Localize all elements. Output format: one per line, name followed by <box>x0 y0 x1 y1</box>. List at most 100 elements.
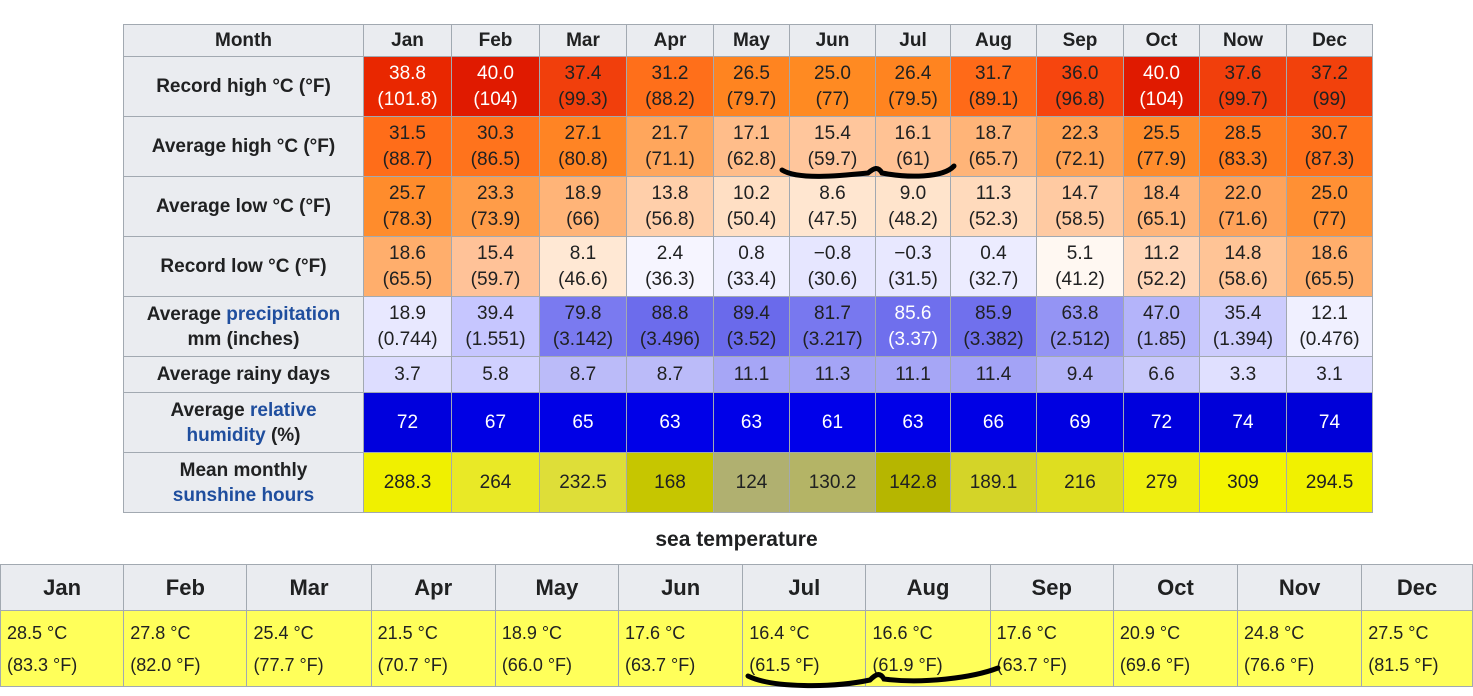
cell-value-celsius: 39.4 <box>477 302 514 324</box>
cell-value-celsius: 124 <box>735 471 768 493</box>
cell-value-fahrenheit: (33.4) <box>726 268 777 290</box>
month-col-header: Jun <box>789 24 876 57</box>
cell-value-fahrenheit: (59.7) <box>807 148 858 170</box>
cell-value-celsius: 189.1 <box>969 471 1018 493</box>
sea-value-cell: 27.8 °C (82.0 °F) <box>123 610 248 687</box>
cell-value-celsius: 8.7 <box>656 363 684 385</box>
cell-value-celsius: 15.4 <box>814 122 851 144</box>
climate-cell: 11.3 (52.3) <box>950 176 1037 237</box>
cell-value-fahrenheit: (65.1) <box>1136 208 1187 230</box>
climate-cell: 168 <box>626 452 714 513</box>
sea-value-fahrenheit: (61.5 °F) <box>749 654 820 675</box>
climate-cell: 8.7 <box>539 356 627 393</box>
row-label-link[interactable]: humidity <box>186 424 266 446</box>
cell-value-fahrenheit: (1.394) <box>1212 328 1274 350</box>
sea-value-cell: 16.4 °C (61.5 °F) <box>742 610 867 687</box>
cell-value-fahrenheit: (88.7) <box>382 148 433 170</box>
row-label-link[interactable]: precipitation <box>226 303 341 325</box>
climate-cell: 40.0 (104) <box>451 56 540 117</box>
cell-value-celsius: 65 <box>572 411 594 433</box>
sea-value-fahrenheit: (81.5 °F) <box>1368 654 1439 675</box>
climate-cell: 5.1 (41.2) <box>1036 236 1124 297</box>
climate-cell: −0.8 (30.6) <box>789 236 876 297</box>
sea-value-celsius: 27.5 °C <box>1368 622 1429 643</box>
row-label: Record low °C (°F) <box>123 236 364 297</box>
climate-cell: 279 <box>1123 452 1200 513</box>
climate-cell: 22.0 (71.6) <box>1199 176 1287 237</box>
row-label-link[interactable]: relative <box>250 399 317 421</box>
cell-value-celsius: 13.8 <box>651 182 689 204</box>
climate-cell: 30.7 (87.3) <box>1286 116 1373 177</box>
sea-value-celsius: 16.6 °C <box>872 622 933 643</box>
cell-value-fahrenheit: (0.476) <box>1299 328 1360 350</box>
cell-value-celsius: 232.5 <box>559 471 607 493</box>
climate-cell: 0.8 (33.4) <box>713 236 790 297</box>
cell-value-fahrenheit: (3.382) <box>963 328 1024 350</box>
sea-value-cell: 17.6 °C (63.7 °F) <box>989 610 1114 687</box>
cell-value-fahrenheit: (80.8) <box>558 148 608 170</box>
climate-cell: 35.4 (1.394) <box>1199 296 1287 357</box>
month-col-header: Apr <box>626 24 714 57</box>
cell-value-fahrenheit: (56.8) <box>645 208 695 230</box>
cell-value-fahrenheit: (50.4) <box>726 208 777 230</box>
cell-value-celsius: 279 <box>1145 471 1178 493</box>
sea-temperature-table: Jan Feb Mar Apr May Jun Jul Aug Sep Oct Nov Dec 28.… <box>0 564 1473 687</box>
climate-table: Month Jan Feb Mar Apr May Jun Jul Aug Se… <box>123 24 1373 513</box>
cell-value-celsius: 74 <box>1318 411 1341 433</box>
cell-value-celsius: 23.3 <box>477 182 514 204</box>
cell-value-celsius: 25.0 <box>814 62 851 84</box>
climate-cell: 37.6 (99.7) <box>1199 56 1287 117</box>
sea-value-celsius: 25.4 °C <box>253 622 314 643</box>
climate-cell: 5.8 <box>451 356 540 393</box>
month-col-header: Aug <box>950 24 1037 57</box>
climate-cell: 14.8 (58.6) <box>1199 236 1287 297</box>
climate-cell: 74 <box>1199 392 1287 453</box>
row-label-link[interactable]: sunshine hours <box>172 484 315 506</box>
cell-value-celsius: 11.4 <box>975 363 1012 385</box>
climate-row: Average rainy days 3.7 5.8 8.7 8.7 11.1 11.3 11… <box>123 356 1373 393</box>
climate-cell: 216 <box>1036 452 1124 513</box>
climate-cell: 27.1 (80.8) <box>539 116 627 177</box>
sea-value-celsius: 20.9 °C <box>1119 622 1181 643</box>
sea-value-fahrenheit: (70.7 °F) <box>377 654 448 675</box>
climate-cell: 288.3 <box>363 452 452 513</box>
climate-cell: 14.7 (58.5) <box>1036 176 1124 237</box>
cell-value-celsius: 18.9 <box>564 182 602 204</box>
cell-value-celsius: 0.8 <box>738 242 765 264</box>
sea-month-header: Apr <box>370 564 496 611</box>
sea-value-fahrenheit: (77.7 °F) <box>253 654 324 675</box>
climate-cell: 15.4 (59.7) <box>451 236 540 297</box>
cell-value-celsius: 63 <box>659 411 681 433</box>
cell-value-celsius: 21.7 <box>651 122 689 144</box>
cell-value-fahrenheit: (52.2) <box>1136 268 1187 290</box>
month-header: Month <box>123 24 364 57</box>
cell-value-celsius: 69 <box>1069 411 1091 433</box>
month-col-header: Sep <box>1036 24 1124 57</box>
cell-value-celsius: 28.5 <box>1224 122 1262 144</box>
cell-value-celsius: 10.2 <box>733 182 770 204</box>
climate-row: Average relative humidity (%) 72 67 65 63 63 61… <box>123 392 1373 453</box>
climate-cell: 12.1 (0.476) <box>1286 296 1373 357</box>
cell-value-fahrenheit: (99) <box>1312 88 1347 110</box>
cell-value-fahrenheit: (96.8) <box>1055 88 1105 110</box>
climate-cell: 37.2 (99) <box>1286 56 1373 117</box>
cell-value-celsius: 18.7 <box>975 122 1012 144</box>
cell-value-celsius: 79.8 <box>564 302 602 324</box>
cell-value-celsius: 3.7 <box>394 363 421 385</box>
cell-value-fahrenheit: (36.3) <box>645 268 695 290</box>
cell-value-fahrenheit: (59.7) <box>470 268 521 290</box>
climate-cell: 63 <box>875 392 951 453</box>
cell-value-celsius: 22.0 <box>1224 182 1262 204</box>
cell-value-celsius: 142.8 <box>889 471 937 493</box>
cell-value-fahrenheit: (86.5) <box>470 148 521 170</box>
cell-value-celsius: 216 <box>1064 471 1096 493</box>
sea-value-celsius: 16.4 °C <box>749 622 810 643</box>
cell-value-celsius: 9.4 <box>1066 363 1094 385</box>
cell-value-celsius: 8.1 <box>569 242 597 264</box>
sea-month-header: Nov <box>1237 564 1363 611</box>
cell-value-celsius: 294.5 <box>1305 471 1354 493</box>
sea-value-fahrenheit: (63.7 °F) <box>625 654 696 675</box>
row-label: Average precipitation mm (inches) <box>123 296 364 357</box>
climate-cell: 47.0 (1.85) <box>1123 296 1200 357</box>
climate-cell: 28.5 (83.3) <box>1199 116 1287 177</box>
